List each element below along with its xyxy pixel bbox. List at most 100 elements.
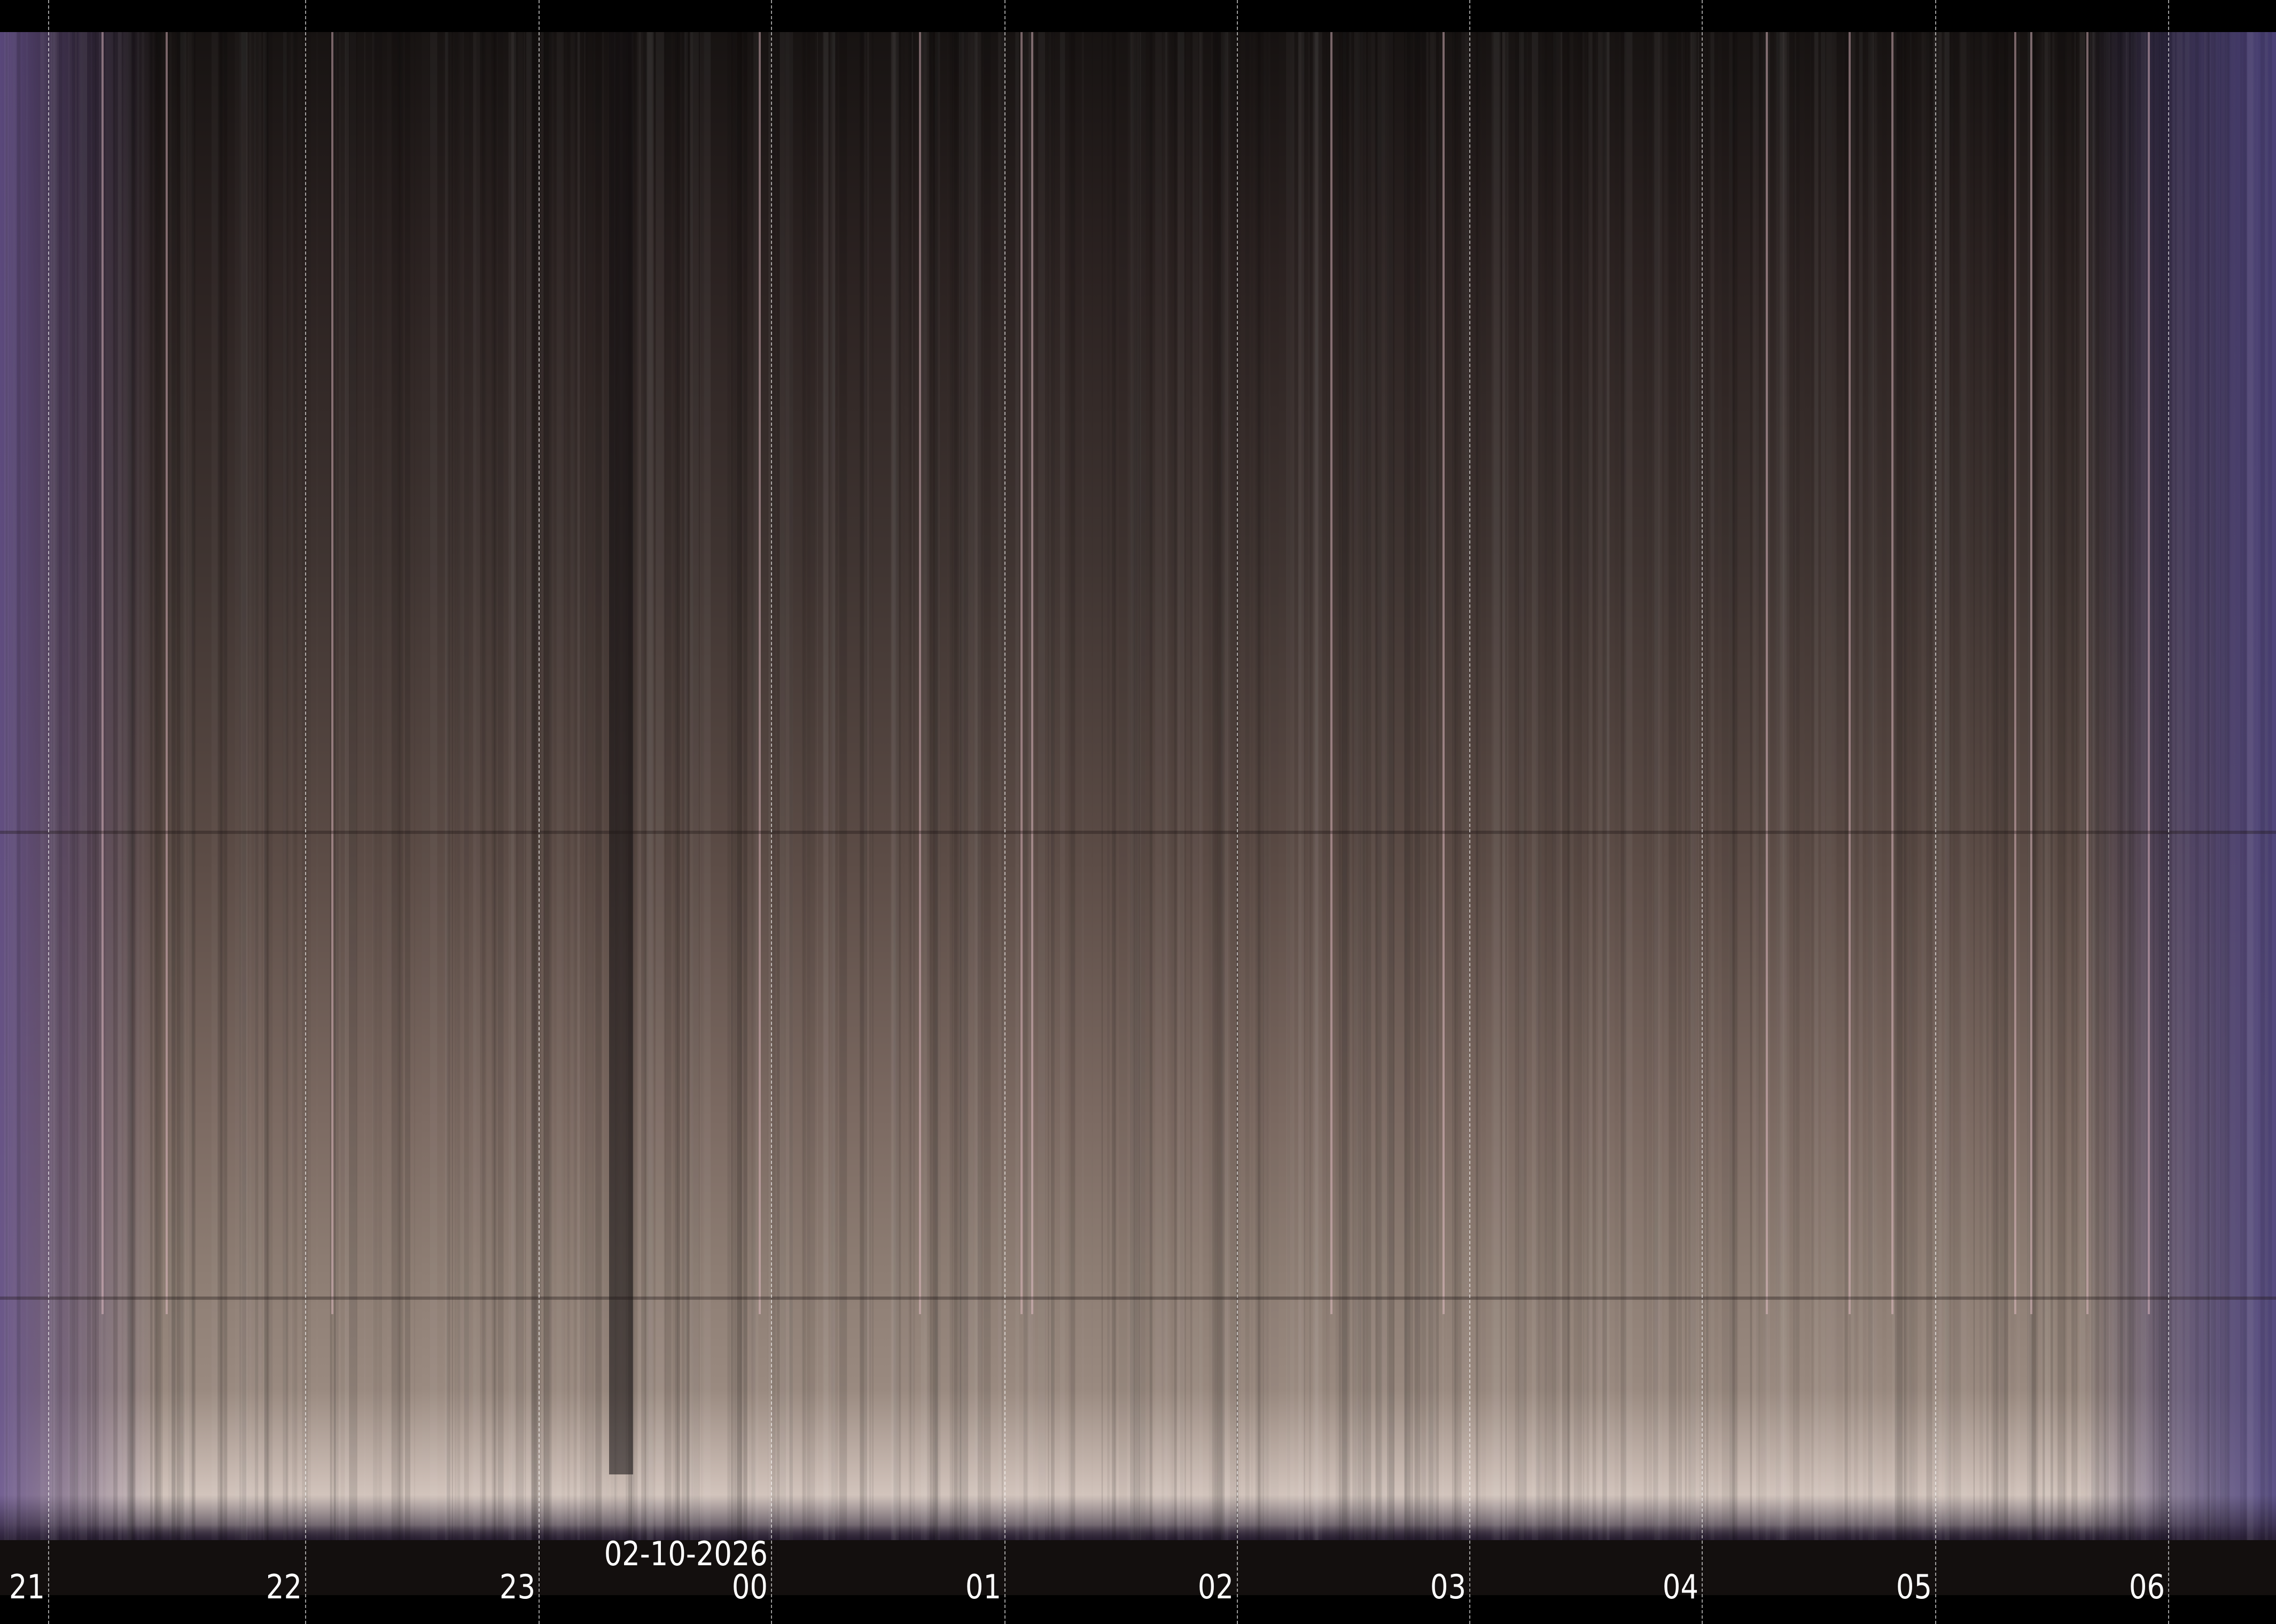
texture-streak — [263, 32, 267, 1540]
texture-streak — [2195, 32, 2199, 1540]
texture-streak — [2120, 32, 2123, 1540]
texture-streak — [1643, 32, 1647, 1540]
texture-streak — [50, 32, 59, 1540]
texture-streak — [172, 32, 180, 1540]
texture-streak — [1414, 32, 1421, 1540]
texture-streak — [1678, 32, 1682, 1540]
texture-streak — [48, 32, 57, 1540]
texture-streak — [68, 32, 72, 1540]
texture-streak — [1048, 32, 1054, 1540]
texture-streak — [137, 32, 139, 1540]
texture-streak — [2274, 32, 2276, 1540]
texture-streak — [283, 32, 287, 1540]
texture-streak — [1795, 32, 1796, 1540]
hour-label-22: 22 — [266, 1567, 302, 1606]
texture-streak — [227, 32, 229, 1540]
texture-streak — [1518, 32, 1527, 1540]
texture-streak — [1776, 32, 1781, 1540]
texture-streak — [584, 32, 586, 1540]
texture-streak — [1358, 32, 1365, 1540]
texture-streak — [1279, 32, 1286, 1540]
texture-streak — [1137, 32, 1141, 1540]
texture-streak — [1429, 32, 1437, 1540]
texture-streak — [333, 32, 341, 1540]
texture-streak — [927, 32, 931, 1540]
texture-streak — [531, 32, 538, 1540]
texture-streak — [476, 32, 477, 1540]
texture-streak — [1038, 32, 1045, 1540]
texture-streak — [952, 32, 954, 1540]
texture-streak — [2059, 32, 2063, 1540]
texture-streak — [480, 32, 485, 1540]
texture-streak — [1270, 32, 1279, 1540]
star-trail — [2030, 32, 2032, 1314]
texture-streak — [1255, 32, 1264, 1540]
texture-streak — [2203, 32, 2210, 1540]
texture-streak — [403, 32, 407, 1540]
texture-streak — [1192, 32, 1198, 1540]
texture-streak — [1292, 32, 1295, 1540]
texture-streak — [2177, 32, 2183, 1540]
star-trail — [1031, 32, 1033, 1314]
texture-streak — [292, 32, 297, 1540]
texture-streak — [1476, 32, 1481, 1540]
texture-streak — [1502, 32, 1509, 1540]
texture-streak — [2058, 32, 2065, 1540]
star-trail — [102, 32, 104, 1314]
texture-streak — [644, 32, 652, 1540]
texture-streak — [1776, 32, 1784, 1540]
texture-streak — [220, 32, 227, 1540]
texture-streak — [1221, 32, 1228, 1540]
texture-streak — [1967, 32, 1970, 1540]
texture-streak — [1101, 32, 1103, 1540]
texture-streak — [1263, 32, 1269, 1540]
texture-streak — [681, 32, 689, 1540]
texture-streak — [492, 32, 495, 1540]
texture-streak — [1442, 32, 1444, 1540]
texture-streak — [1245, 32, 1250, 1540]
date-label: 02-10-2026 — [604, 1534, 768, 1573]
texture-streak — [2126, 32, 2130, 1540]
texture-streak — [1430, 32, 1436, 1540]
texture-streak — [780, 32, 786, 1540]
gridline-01 — [1004, 0, 1006, 1624]
texture-streak — [155, 32, 160, 1540]
texture-streak — [1897, 32, 1906, 1540]
texture-streak — [1938, 32, 1943, 1540]
texture-streak — [1199, 32, 1202, 1540]
texture-streak — [2190, 32, 2195, 1540]
gridline-21 — [48, 0, 49, 1624]
texture-streak — [242, 32, 247, 1540]
texture-streak — [1386, 32, 1393, 1540]
texture-streak — [1414, 32, 1421, 1540]
texture-streak — [768, 32, 771, 1540]
texture-streak — [2114, 32, 2121, 1540]
texture-streak — [737, 32, 742, 1540]
texture-streak — [257, 32, 261, 1540]
texture-streak — [784, 32, 793, 1540]
texture-streak — [2076, 32, 2081, 1540]
texture-streak — [1421, 32, 1427, 1540]
texture-streak — [860, 32, 864, 1540]
texture-streak — [1221, 32, 1223, 1540]
texture-streak — [2265, 32, 2268, 1540]
texture-streak — [397, 32, 403, 1540]
texture-streak — [2153, 32, 2155, 1540]
texture-streak — [2090, 32, 2091, 1540]
texture-streak — [891, 32, 899, 1540]
texture-streak — [1653, 32, 1658, 1540]
hour-label-01: 01 — [965, 1567, 1001, 1606]
texture-streak — [2040, 32, 2043, 1540]
texture-streak — [1257, 32, 1261, 1540]
texture-streak — [99, 32, 101, 1540]
label-strip — [0, 1540, 2276, 1595]
texture-streak — [960, 32, 969, 1540]
texture-streak — [593, 32, 601, 1540]
texture-streak — [2220, 32, 2226, 1540]
texture-streak — [1314, 32, 1322, 1540]
texture-streak — [178, 32, 185, 1540]
texture-streak — [676, 32, 681, 1540]
texture-streak — [1050, 32, 1055, 1540]
texture-streak — [1655, 32, 1662, 1540]
texture-streak — [1991, 32, 1996, 1540]
